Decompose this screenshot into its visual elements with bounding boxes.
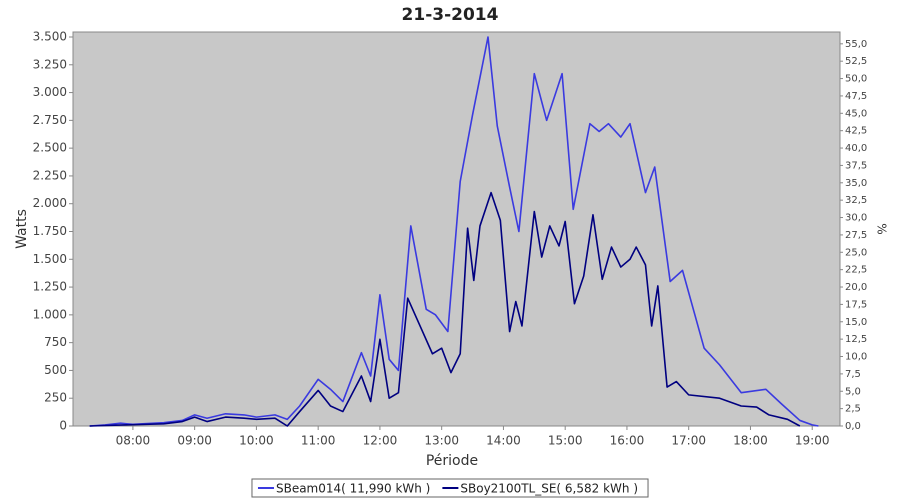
y2-tick-label: 12,5 (845, 334, 867, 345)
y2-tick-label: 10,0 (845, 352, 867, 363)
y2-axis-label: % (875, 223, 889, 234)
y2-tick-label: 37,5 (845, 160, 867, 171)
legend-label: SBoy2100TL_SE( 6,582 kWh ) (460, 482, 638, 496)
y2-tick-label: 17,5 (845, 299, 867, 310)
y2-tick-label: 25,0 (845, 247, 867, 258)
y2-tick-label: 45,0 (845, 108, 867, 119)
x-tick-label: 09:00 (177, 434, 212, 448)
y2-tick-label: 50,0 (845, 74, 867, 85)
chart-title: 21-3-2014 (402, 5, 499, 25)
y2-tick-label: 40,0 (845, 143, 867, 154)
y2-tick-label: 35,0 (845, 178, 867, 189)
y-tick-label: 750 (44, 335, 67, 349)
y-tick-label: 3.000 (33, 85, 67, 99)
x-tick-label: 13:00 (424, 434, 459, 448)
x-tick-label: 16:00 (610, 434, 645, 448)
y2-tick-label: 7,5 (845, 369, 861, 380)
y2-tick-label: 27,5 (845, 230, 867, 241)
y2-tick-label: 52,5 (845, 56, 867, 67)
y2-tick-label: 22,5 (845, 265, 867, 276)
y-tick-label: 1.750 (33, 224, 67, 238)
y2-tick-label: 30,0 (845, 213, 867, 224)
y-tick-label: 1.250 (33, 280, 67, 294)
y2-tick-label: 32,5 (845, 195, 867, 206)
y-axis-label: Watts (14, 209, 30, 249)
y2-tick-label: 0,0 (845, 421, 861, 432)
y-tick-label: 1.500 (33, 252, 67, 266)
y-tick-label: 2.750 (33, 113, 67, 127)
y2-tick-label: 2,5 (845, 404, 861, 415)
x-tick-label: 08:00 (116, 434, 151, 448)
legend-label: SBeam014( 11,990 kWh ) (276, 482, 430, 496)
x-tick-label: 17:00 (671, 434, 706, 448)
y2-tick-label: 15,0 (845, 317, 867, 328)
y-tick-label: 2.250 (33, 168, 67, 182)
x-tick-label: 15:00 (548, 434, 583, 448)
x-tick-label: 11:00 (301, 434, 336, 448)
x-tick-label: 19:00 (795, 434, 830, 448)
y2-tick-label: 47,5 (845, 91, 867, 102)
x-tick-label: 14:00 (486, 434, 521, 448)
y2-tick-label: 42,5 (845, 126, 867, 137)
y2-tick-label: 20,0 (845, 282, 867, 293)
x-tick-label: 18:00 (733, 434, 768, 448)
y2-tick-label: 5,0 (845, 386, 861, 397)
y-tick-label: 500 (44, 363, 67, 377)
y-tick-label: 2.000 (33, 196, 67, 210)
y-tick-label: 2.500 (33, 141, 67, 155)
x-axis-label: Période (426, 453, 478, 469)
x-tick-label: 12:00 (363, 434, 398, 448)
y-tick-label: 250 (44, 391, 67, 405)
y2-tick-label: 55,0 (845, 39, 867, 50)
y-tick-label: 3.500 (33, 30, 67, 44)
y-tick-label: 3.250 (33, 57, 67, 71)
y-tick-label: 0 (59, 419, 67, 433)
y-tick-label: 1.000 (33, 307, 67, 321)
x-tick-label: 10:00 (239, 434, 274, 448)
series-line (89, 36, 819, 427)
series-line (89, 191, 801, 427)
